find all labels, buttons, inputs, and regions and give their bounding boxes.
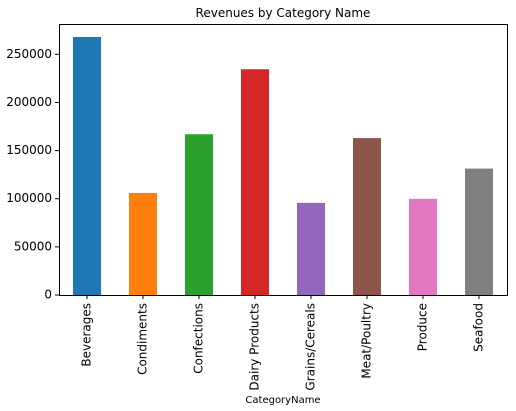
y-tick-label: 100000 [6, 191, 52, 205]
bar-beverages [73, 36, 101, 295]
y-tick-label: 200000 [6, 95, 52, 109]
x-tick-label: Dairy Products [248, 303, 262, 391]
x-tick-label: Condiments [136, 303, 150, 375]
x-tick-label: Produce [416, 303, 430, 351]
bar-grains-cereals [297, 202, 325, 295]
y-axis: 0 50000 100000 150000 200000 250000 [6, 47, 59, 302]
x-tick-label: Meat/Poultry [360, 303, 374, 379]
y-tick-label: 0 [44, 288, 52, 302]
x-tick-label: Beverages [80, 303, 94, 367]
bar-seafood [465, 168, 493, 295]
x-tick-label: Grains/Cereals [304, 303, 318, 391]
bar-produce [409, 198, 437, 295]
bar-dairy-products [241, 69, 269, 296]
x-tick-label: Seafood [472, 303, 486, 352]
plot-frame [59, 24, 508, 296]
y-tick-label: 50000 [14, 239, 52, 253]
y-tick-label: 150000 [6, 143, 52, 157]
chart-title: Revenues by Category Name [196, 6, 371, 20]
x-axis: Beverages Condiments Confections Dairy Prod… [80, 295, 486, 391]
bar-confections [185, 134, 213, 295]
y-tick-label: 250000 [6, 47, 52, 61]
bar-meat-poultry [353, 138, 381, 295]
bars-layer [73, 36, 493, 296]
x-axis-label: CategoryName [245, 395, 320, 406]
bar-condiments [129, 192, 157, 295]
x-tick-label: Confections [192, 303, 206, 374]
